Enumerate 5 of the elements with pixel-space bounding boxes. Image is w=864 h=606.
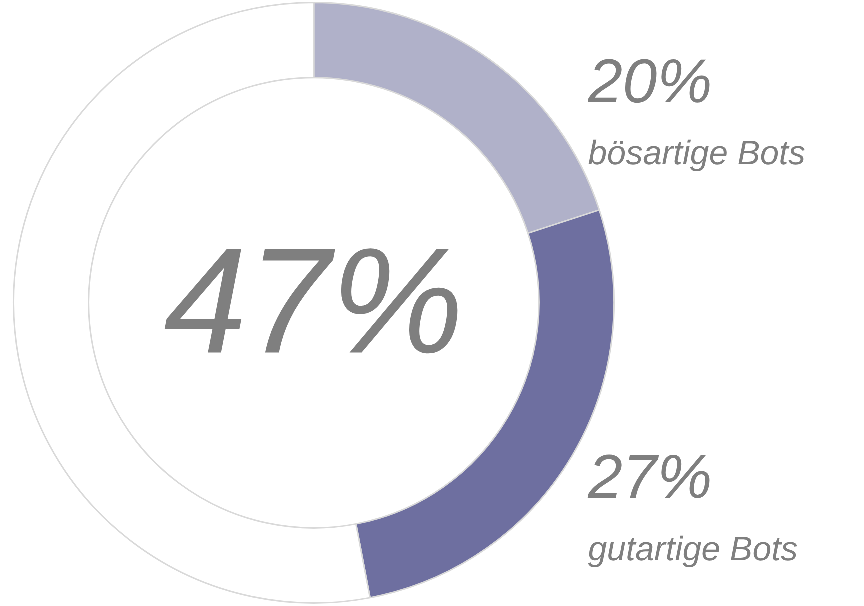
slice-label: gutartige Bots	[588, 530, 798, 568]
slice-label: bösartige Bots	[588, 134, 806, 173]
text: 47%	[164, 216, 464, 385]
data-label: 27%	[587, 443, 712, 512]
data-label: 20%	[587, 47, 712, 116]
